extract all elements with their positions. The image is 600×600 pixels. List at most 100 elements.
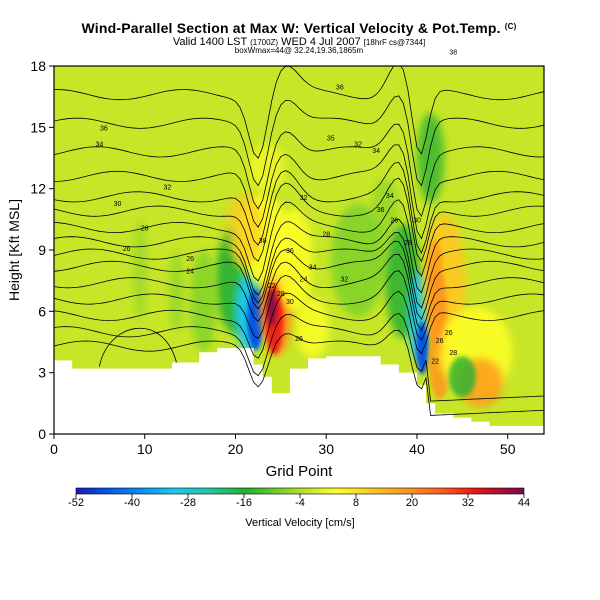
copyright-mark: (C) [504, 22, 517, 31]
isentrope-label: 36 [100, 125, 108, 132]
velocity-blob [416, 113, 445, 203]
colorbar-tick-label: -28 [180, 497, 196, 509]
isentrope-line [54, 218, 544, 296]
x-tick-label: 10 [137, 441, 153, 457]
isentrope-line [54, 95, 544, 187]
valid-time: Valid 1400 LST [172, 36, 248, 48]
isentrope-label: 26 [436, 338, 444, 345]
colorbar-label: Vertical Velocity [cm/s] [245, 517, 354, 529]
y-axis-label: Height [Kft MSL] [6, 199, 22, 301]
isentrope-label: 30 [286, 299, 294, 306]
y-tick-label: 12 [30, 181, 46, 197]
isentrope-line [54, 312, 544, 402]
model-tag: [18hrF cs@7344] [363, 38, 426, 47]
isentrope-line [54, 240, 544, 321]
velocity-blob [190, 250, 218, 353]
x-axis: 0 10 20 30 40 50 [50, 434, 516, 457]
isentrope-line [54, 199, 544, 282]
velocity-blob [276, 209, 313, 312]
valid-time-utc: (1700Z) [250, 38, 279, 47]
y-tick-label: 0 [38, 426, 46, 442]
isentrope-label: 32 [354, 142, 362, 149]
isentrope-label: 36 [336, 84, 344, 91]
isentrope-line [54, 232, 544, 309]
isentrope-label: 26 [123, 246, 131, 253]
isentrope-label: 34 [95, 142, 103, 149]
isentrope-label: 26 [390, 217, 398, 224]
chart-title-text: Wind-Parallel Section at Max W: Vertical… [81, 20, 501, 36]
isentrope-label: 24 [300, 277, 308, 284]
colorbar-tick-label: -40 [124, 497, 140, 509]
isentrope-label: 34 [386, 193, 394, 200]
colorbar-tick-label: -16 [236, 497, 252, 509]
isentrope-label: 28 [322, 232, 330, 239]
box-info: boxWmax=44@ 32.24,19.36,1865m [234, 46, 364, 55]
isentrope-label: 28 [449, 350, 457, 357]
isentrope-label: 32 [340, 277, 348, 284]
isentrope-label: 34 [372, 148, 380, 155]
velocity-blob [296, 297, 329, 359]
x-tick-label: 20 [228, 441, 244, 457]
terrain-mask [54, 348, 544, 434]
colorbar [75, 487, 525, 495]
isentrope-line [54, 123, 544, 218]
isentrope-label: 38 [259, 238, 267, 245]
velocity-blob [169, 250, 184, 332]
velocity-field [132, 113, 513, 408]
y-axis: 0 3 6 9 12 15 18 [30, 58, 54, 442]
chart-subtitle: Valid 1400 LST (1700Z) WED 4 Jul 2007 [1… [54, 37, 544, 48]
colorbar-tick-label: -4 [295, 497, 305, 509]
x-tick-label: 50 [500, 441, 516, 457]
colorbar-tick-label: -52 [68, 497, 84, 509]
isentrope-contours [54, 66, 544, 416]
x-tick-label: 30 [318, 441, 334, 457]
colorbar-tick-label: 32 [462, 497, 474, 509]
isentrope-line [54, 329, 544, 416]
y-tick-label: 3 [38, 365, 46, 381]
isentrope-label: 36 [377, 207, 385, 214]
isentrope-line [54, 144, 544, 240]
isentrope-label: 28 [141, 226, 149, 233]
isentrope-line [98, 327, 177, 367]
isentrope-line [54, 270, 544, 341]
isentrope-line [54, 161, 544, 254]
y-tick-label: 9 [38, 242, 46, 258]
isentrope-label: 26 [295, 336, 303, 343]
velocity-blob [247, 288, 264, 351]
y-tick-label: 6 [38, 303, 46, 319]
colorbar-tick-label: 44 [518, 497, 530, 509]
velocity-blob [267, 288, 277, 326]
chart-title: Wind-Parallel Section at Max W: Vertical… [54, 20, 544, 36]
isentrope-label: 24 [186, 268, 194, 275]
colorbar-ticks: -52 -40 -28 -16 -4 8 20 32 44 [68, 494, 530, 509]
isentrope-label: 30 [114, 201, 122, 208]
isentrope-label: 26 [445, 330, 453, 337]
velocity-blob [371, 178, 399, 240]
isentrope-label: 28 [277, 291, 285, 298]
velocity-blob [249, 143, 286, 193]
isentrope-label: 22 [431, 358, 439, 365]
x-tick-label: 40 [409, 441, 425, 457]
isentrope-label: 30 [413, 217, 421, 224]
isentrope-label: 38 [449, 50, 457, 57]
isentrope-label: 22 [268, 283, 276, 290]
isentrope-label: 36 [286, 248, 294, 255]
isentrope-line [54, 253, 544, 332]
valid-date: WED 4 Jul 2007 [281, 36, 361, 48]
isentrope-label: 26 [186, 256, 194, 263]
velocity-blob [132, 219, 148, 322]
colorbar-tick-label: 8 [353, 497, 359, 509]
velocity-blob [427, 239, 443, 302]
isentrope-label: 32 [300, 195, 308, 202]
isentrope-label: 35 [327, 136, 335, 143]
colorbar-tick-label: 20 [406, 497, 418, 509]
x-axis-label: Grid Point [266, 463, 334, 480]
isentrope-label: 32 [164, 185, 172, 192]
velocity-blob [448, 356, 476, 398]
y-tick-label: 15 [30, 119, 46, 135]
isentrope-line [54, 290, 544, 359]
isentrope-line [54, 66, 544, 159]
isentrope-line [54, 177, 544, 263]
